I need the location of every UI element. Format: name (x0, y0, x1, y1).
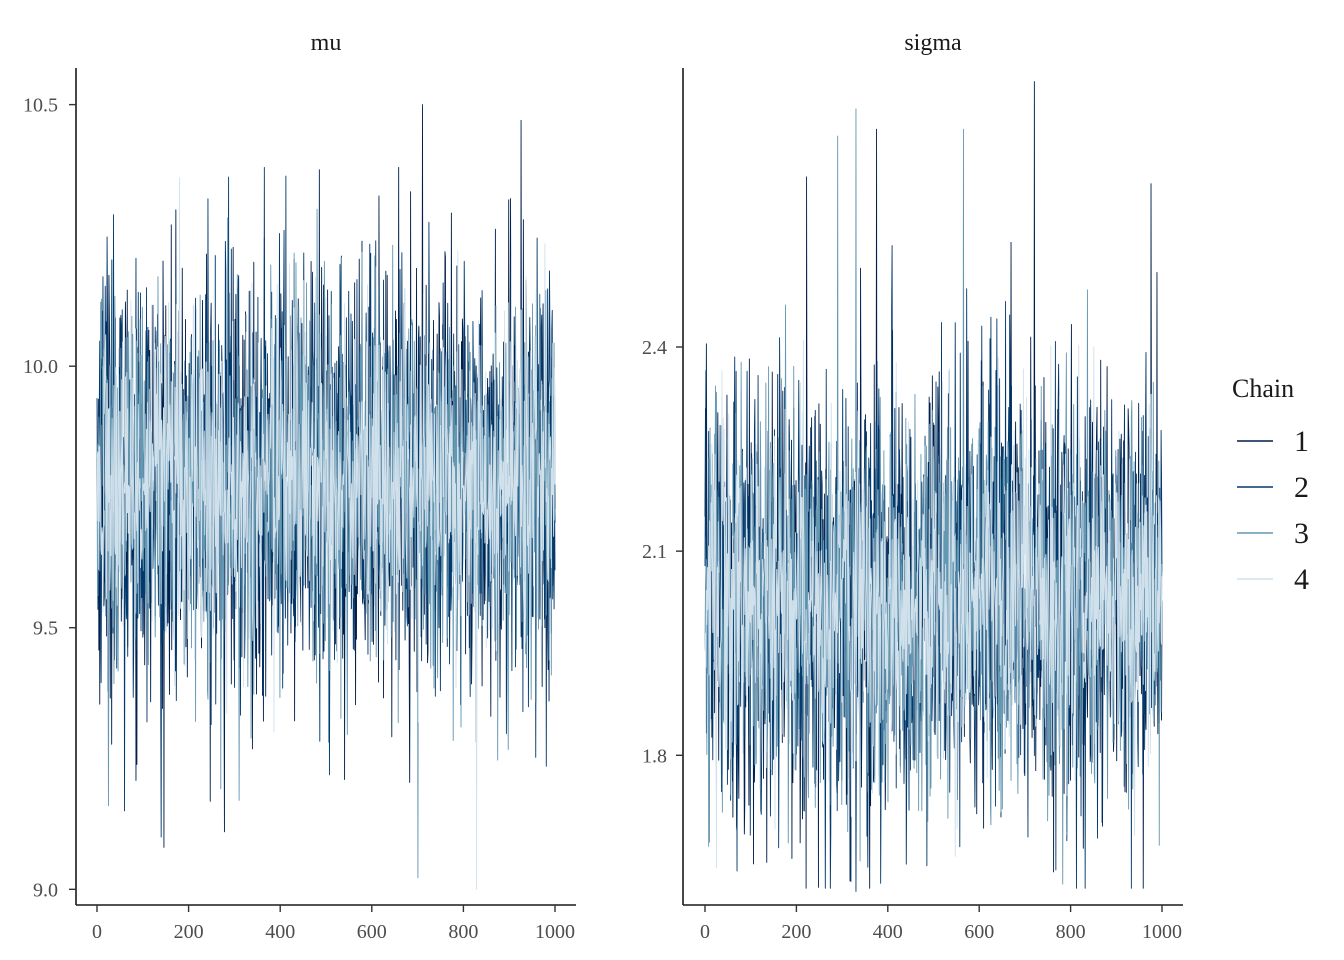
x-tick-label: 200 (781, 921, 811, 943)
panel-title-mu: mu (311, 30, 342, 56)
y-tick-label: 2.4 (642, 337, 667, 359)
x-tick-label: 200 (174, 921, 204, 943)
legend-label-chain-4: 4 (1294, 563, 1309, 596)
y-tick-label: 10.5 (23, 95, 58, 117)
sigma-trace-lines (704, 81, 1163, 892)
panel-mu: mu 0 200 400 600 800 1000 9.0 9.5 10.0 10.5 (23, 30, 576, 943)
legend-label-chain-1: 1 (1294, 425, 1309, 458)
x-tick-label: 0 (92, 921, 102, 943)
legend-title: Chain (1232, 374, 1294, 403)
x-tick-label: 1000 (1142, 921, 1182, 943)
chain-4-trace (96, 177, 556, 890)
y-tick-label: 9.5 (33, 618, 58, 640)
panel-sigma: sigma 0 200 400 600 800 1000 1.8 2.1 2.4 (642, 30, 1183, 943)
y-tick-label: 10.0 (23, 356, 58, 378)
x-tick-label: 0 (700, 921, 710, 943)
x-tick-label: 1000 (535, 921, 575, 943)
x-tick-label: 800 (1056, 921, 1086, 943)
x-tick-label: 600 (964, 921, 994, 943)
mu-ticks: 0 200 400 600 800 1000 9.0 9.5 10.0 10.5 (23, 95, 575, 943)
legend-label-chain-3: 3 (1294, 517, 1309, 550)
x-tick-label: 400 (265, 921, 295, 943)
sigma-ticks: 0 200 400 600 800 1000 1.8 2.1 2.4 (642, 337, 1182, 943)
y-tick-label: 1.8 (642, 745, 667, 767)
mu-trace-lines (96, 104, 556, 890)
x-tick-label: 400 (873, 921, 903, 943)
y-tick-label: 9.0 (33, 879, 58, 901)
x-tick-label: 800 (448, 921, 478, 943)
chain-3-trace (704, 108, 1163, 885)
y-tick-label: 2.1 (642, 541, 667, 563)
legend: Chain 1 2 3 4 (1232, 374, 1309, 596)
chain-4-trace (704, 340, 1163, 869)
x-tick-label: 600 (357, 921, 387, 943)
legend-entries: 1 2 3 4 (1237, 425, 1309, 596)
panel-title-sigma: sigma (904, 30, 962, 56)
legend-label-chain-2: 2 (1294, 471, 1309, 504)
